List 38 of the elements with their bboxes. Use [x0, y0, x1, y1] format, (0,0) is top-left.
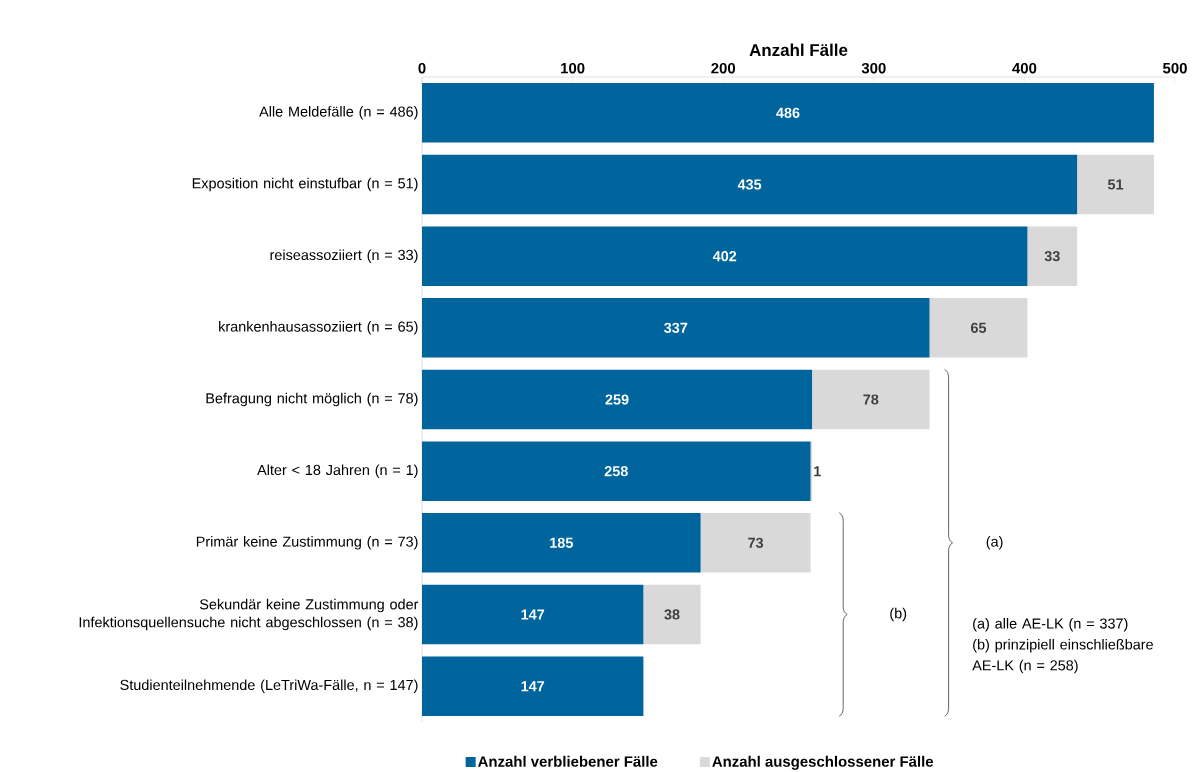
data-label: 486 [776, 107, 800, 118]
annotation: (b) [890, 607, 907, 622]
x-tick-label: 300 [861, 62, 886, 74]
data-label: 185 [550, 537, 573, 548]
data-label: 51 [1107, 179, 1124, 190]
y-tick-label: Befragung nicht möglich (n = 78) [206, 392, 418, 407]
y-tick-label: krankenhausassoziiert (n = 65) [219, 321, 418, 335]
y-tick-label: Sekundär keine Zustimmung oder Infektionsquellensuche nicht abgeschlossen (n = 38) [79, 598, 419, 631]
x-tick-label: 0 [418, 62, 426, 74]
data-label: 435 [737, 179, 762, 190]
data-label: 65 [970, 322, 987, 333]
annotation: (a) [986, 536, 1003, 550]
data-label: 1 [814, 466, 821, 477]
data-label: 259 [605, 394, 629, 405]
data-label: 38 [664, 609, 680, 620]
data-label: 147 [521, 681, 545, 692]
x-tick-label: 200 [711, 62, 736, 74]
data-label: 147 [521, 609, 545, 620]
annotation: (a) alle AE-LK (n = 337) [973, 618, 1128, 632]
annotation: (b) prinzipiell einschließbare AE-LK (n = 258) [972, 638, 1153, 674]
y-tick-label: reiseassoziiert (n = 33) [270, 249, 418, 263]
data-label: 33 [1044, 251, 1060, 262]
data-label: 402 [712, 251, 737, 262]
y-tick-label: Studienteilnehmende (LeTriWa-Fälle, n = 147) [120, 679, 418, 693]
data-label: 258 [604, 466, 628, 477]
data-label: 78 [863, 394, 879, 405]
data-label: 73 [748, 537, 764, 548]
legend-label: Anzahl ausgeschlossener Fälle [712, 755, 934, 770]
legend-label: Anzahl verbliebener Fälle [478, 755, 658, 767]
y-tick-label: Exposition nicht einstufbar (n = 51) [192, 177, 418, 192]
y-tick-label: Primär keine Zustimmung (n = 73) [196, 536, 418, 550]
x-tick-label: 100 [561, 62, 585, 74]
y-tick-label: Alter < 18 Jahren (n = 1) [257, 464, 418, 478]
data-label: 337 [664, 322, 688, 333]
y-tick-label: Alle Meldefälle (n = 486) [259, 106, 418, 120]
x-tick-label: 500 [1162, 62, 1187, 74]
x-axis-title: Anzahl Fälle [749, 43, 848, 57]
x-tick-label: 400 [1012, 62, 1037, 74]
